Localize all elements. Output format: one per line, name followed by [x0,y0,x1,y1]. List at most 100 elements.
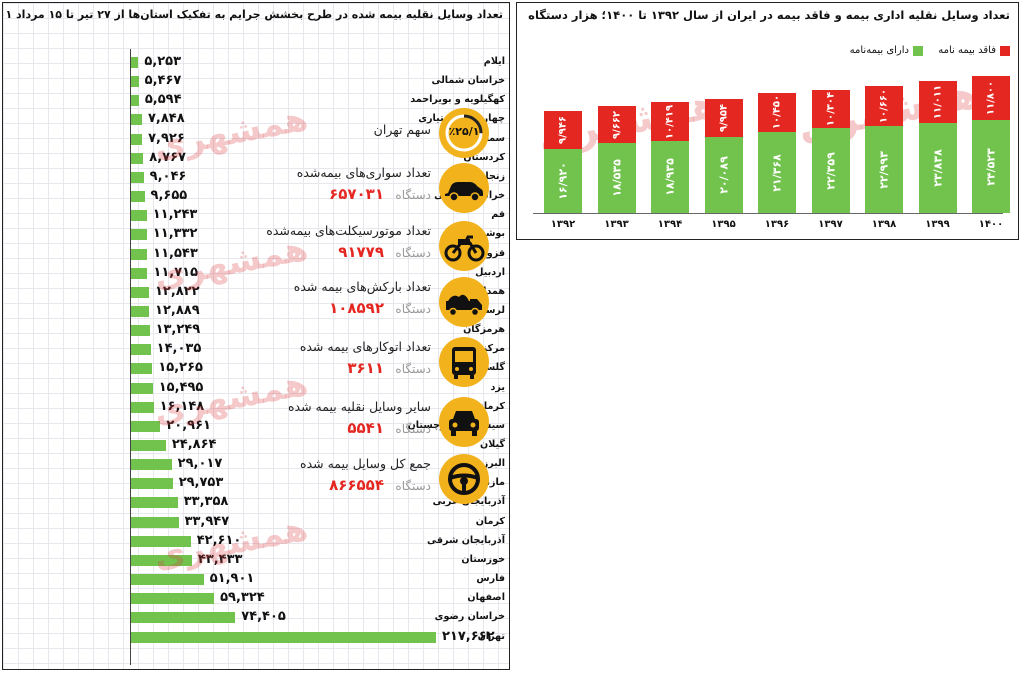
stat-item: جمع کل وسایل بیمه شده دستگاه ۸۶۶۵۵۴ [300,450,509,508]
province-name: قم [491,209,505,221]
stat-unit: دستگاه [395,422,431,436]
province-row: تهران ۲۱۷,۶۶۲ [3,629,509,646]
stat-label: سهم تهران [373,122,431,137]
uninsured-segment: ۹/۶۶۲ [597,106,636,143]
province-value: ۴۳,۴۳۳ [197,551,243,567]
year-label: ۱۳۹۶ [764,219,790,230]
province-row: فارس ۵۱,۹۰۱ [3,571,509,588]
year-label: ۱۳۹۵ [711,219,736,230]
province-name: زنجان [477,170,505,182]
steering-wheel-icon [439,454,489,504]
province-row: ایلام ۵,۲۵۳ [3,54,509,71]
insured-value: ۲۰/۰۸۹ [717,156,730,194]
province-bar [131,420,161,432]
pie-percent-icon [439,108,489,158]
province-value: ۸,۷۶۷ [149,149,186,165]
province-bar [131,459,172,471]
car-front-icon [439,397,489,447]
legend-insured: دارای بیمه‌نامه [849,45,909,56]
legend-swatch-insured [913,46,923,56]
province-bar [131,516,179,528]
province-row: اصفهان ۵۹,۳۲۴ [3,590,509,607]
province-name: هرمزگان [463,324,505,336]
province-row: کرمان ۳۳,۹۴۷ [3,514,509,531]
uninsured-segment: ۱۰/۳۰۴ [811,89,850,129]
province-value: ۷,۸۴۸ [147,111,185,127]
province-bar [131,382,153,394]
uninsured-value: ۱۰/۳۰۴ [825,91,836,127]
province-value: ۱۱,۵۴۳ [153,245,198,261]
year-column: ۹/۶۶۲ ۱۸/۵۳۵ [597,106,636,213]
stat-unit: دستگاه [395,302,431,316]
province-value: ۴۲,۶۱۰ [196,532,242,548]
province-row: بوشهر ۱۱,۳۳۲ [3,226,509,243]
province-value: ۲۹,۰۱۷ [177,456,223,472]
uninsured-segment: ۹/۹۴۶ [544,111,582,150]
province-value: ۳۳,۳۵۸ [183,494,229,510]
province-row: خوزستان ۴۳,۴۳۳ [3,552,509,569]
province-name: ایلام [483,56,505,67]
province-bar [131,191,145,203]
province-bar [131,286,149,298]
stat-unit: دستگاه [395,362,431,376]
province-name: اصفهان [467,592,505,604]
stat-item: تعداد اتوکارهای بیمه شده دستگاه ۳۶۱۱ [300,333,509,391]
province-name: کرمان [475,515,505,527]
stat-label: جمع کل وسایل بیمه شده [300,456,431,471]
year-label: ۱۳۹۷ [818,219,843,230]
province-value: ۱۵,۲۶۵ [158,360,203,376]
province-bar [131,554,192,566]
stat-item: تعداد بارکش‌های بیمه شده دستگاه ۱۰۸۵۹۲ [294,273,509,331]
province-bar [131,171,144,183]
car-icon [439,163,489,213]
province-bar [131,401,154,413]
stat-label: تعداد اتوکارهای بیمه شده [299,339,431,354]
province-bar [131,325,150,337]
yearly-chart-title: تعداد وسایل نقلیه اداری بیمه و فاقد بیمه… [528,8,1010,22]
province-name: آذربایجان شرقی [427,534,505,546]
insured-value: ۱۸/۵۳۵ [610,159,623,197]
stat-label: تعداد بارکش‌های بیمه شده [293,279,431,294]
stat-value: ۱۰۸۵۹۲ [329,299,384,317]
uninsured-segment: ۱۰/۶۶۰ [865,85,903,127]
year-column: ۱۱/۸۰۰ ۲۴/۵۲۳ [972,75,1010,213]
stat-value: ۳۶۱۱ [347,359,384,377]
province-value: ۳۳,۹۴۷ [184,513,230,529]
uninsured-segment: ۹/۹۵۴ [704,99,743,138]
province-row: لرستان ۱۲,۸۸۹ [3,303,509,320]
province-bar [131,57,139,68]
province-bar [131,574,204,586]
province-value: ۹,۰۴۶ [149,168,187,184]
province-row: آذربایجان شرقی ۴۲,۶۱۰ [3,533,509,550]
insured-segment: ۲۲/۳۵۹ [811,128,850,213]
province-value: ۱۶,۱۴۸ [159,398,205,414]
legend-uninsured: فاقد بیمه نامه [938,45,996,56]
year-label: ۱۴۰۰ [978,219,1004,230]
insured-segment: ۲۴/۵۲۳ [972,120,1010,213]
province-row: زنجان ۹,۰۴۶ [3,169,509,186]
province-value: ۱۱,۷۱۵ [153,264,199,280]
stat-value: ۶۵۷۰۳۱ [329,185,384,203]
insured-value: ۲۳/۸۳۸ [931,149,944,187]
stat-label: سایر وسایل نقلیه بیمه شده [288,399,431,414]
province-bar [131,248,148,260]
yearly-chart-baseline [533,213,1003,214]
stat-label: تعداد سواری‌های بیمه‌شده [296,165,431,180]
province-name: لرستان [470,304,505,316]
province-name: سمنان [473,132,505,144]
province-name: قزوین [474,247,505,259]
year-label: ۱۳۹۸ [871,219,897,230]
province-name: یزد [490,381,506,393]
year-label: ۱۳۹۹ [925,219,950,230]
province-value: ۵,۴۶۷ [144,73,182,89]
province-value: ۷,۹۲۶ [148,130,185,146]
province-name: گیلان [480,439,505,450]
truck-icon [439,277,489,327]
year-label: ۱۳۹۳ [604,219,629,230]
province-bar [131,95,139,107]
insured-segment: ۱۸/۵۳۵ [597,142,636,213]
province-name: اردبیل [475,266,505,278]
province-row: البرز ۲۹,۰۱۷ [3,456,509,473]
province-bar [131,535,191,547]
province-row: خراسان رضوی ۷۴,۴۰۵ [3,609,509,626]
